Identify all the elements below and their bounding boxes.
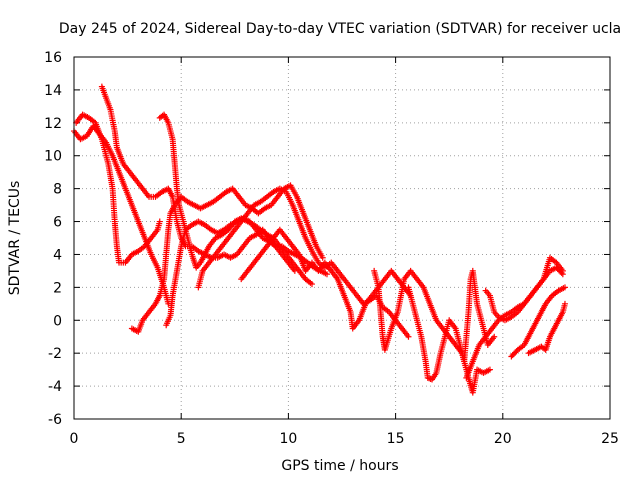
x-tick-label: 5 [177,431,186,447]
data-point [561,300,568,307]
data-point [323,271,330,278]
y-tick-label: 2 [53,280,62,296]
data-point [319,254,326,261]
x-axis-label: GPS time / hours [281,458,398,474]
x-tick-labels: 0 5 10 15 20 25 [70,431,619,447]
series-trace-13 [508,284,568,360]
data-point [486,366,493,373]
data-point [156,218,163,225]
y-tick-label: -4 [48,379,62,395]
y-tick-label: -6 [48,412,62,428]
data-points [71,83,568,396]
data-point [491,333,498,340]
y-tick-label: 0 [53,313,62,329]
y-tick-label: 6 [53,215,62,231]
y-tick-label: 16 [44,50,62,66]
y-tick-label: 14 [44,83,62,99]
series-trace-3 [98,83,298,274]
plot-frame [73,56,611,420]
y-tick-label: -2 [48,346,62,362]
series-trace-1 [71,123,172,307]
x-tick-label: 20 [494,431,512,447]
y-tick-label: 12 [44,116,62,132]
axis-ticks [73,56,611,420]
data-point [405,333,412,340]
y-tick-label: 4 [53,247,62,263]
x-tick-label: 0 [70,431,79,447]
y-axis-label: SDTVAR / TECUs [7,181,23,296]
series-trace-14 [525,300,568,357]
grid-lines [74,57,610,419]
data-point [559,267,566,274]
series-trace-11 [463,264,566,381]
series-trace-8 [238,226,414,332]
series-trace-12 [482,254,566,324]
data-point [561,284,568,291]
chart-title: Day 245 of 2024, Sidereal Day-to-day VTE… [59,21,621,37]
y-tick-label: 10 [44,149,62,165]
y-tick-labels: -6 -4 -2 0 2 4 6 8 10 12 14 16 [44,50,62,428]
series-trace-2 [73,111,163,266]
series-trace-10 [405,267,498,383]
x-tick-label: 25 [601,431,619,447]
x-tick-label: 10 [279,431,297,447]
y-tick-label: 8 [53,182,62,198]
x-tick-label: 15 [387,431,405,447]
data-point [308,281,315,288]
